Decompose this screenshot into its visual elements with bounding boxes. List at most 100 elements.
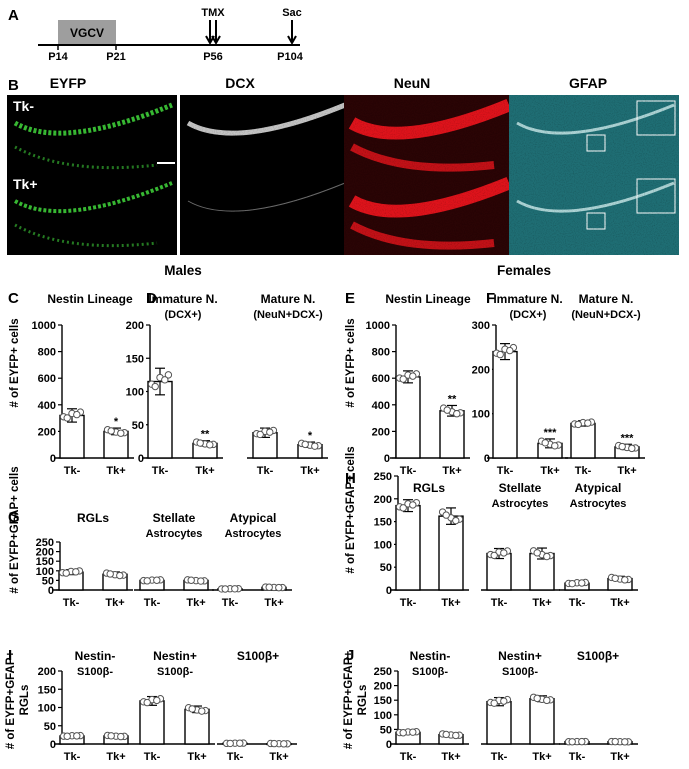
data-point xyxy=(611,574,619,583)
data-point xyxy=(151,382,159,391)
ylabel-g: # of EYFP+GFAP+ cells xyxy=(9,466,21,593)
group-i-3: S100β+ Tk- Tk+ xyxy=(217,649,297,763)
y-tick-label: 1000 xyxy=(366,320,390,332)
group-title: Astrocytes xyxy=(225,528,282,540)
significance-marker: *** xyxy=(621,432,635,444)
row-label-2: Tk+ xyxy=(13,176,38,192)
data-point xyxy=(226,739,234,748)
timeline-tick-p21: P21 xyxy=(106,51,126,63)
x-tick-label: Tk+ xyxy=(442,465,461,477)
data-point xyxy=(72,568,80,576)
data-point xyxy=(73,410,81,419)
y-tick-label: 0 xyxy=(138,453,144,465)
y-tick-label: 200 xyxy=(126,320,144,332)
y-tick-label: 100 xyxy=(374,539,392,551)
group-title: (NeuN+DCX-) xyxy=(253,309,323,321)
y-tick-label: 100 xyxy=(472,409,490,421)
group-title: Atypical xyxy=(575,481,622,495)
data-point xyxy=(311,442,319,450)
data-point xyxy=(500,697,508,705)
data-point xyxy=(236,739,244,747)
image-neun-row-2 xyxy=(344,173,514,255)
data-point xyxy=(621,738,629,746)
panel-label-f: F xyxy=(486,290,495,307)
bar xyxy=(492,350,518,459)
data-point xyxy=(164,371,173,379)
x-tick-label: Tk+ xyxy=(532,597,551,609)
timeline-tick-p104: P104 xyxy=(277,51,304,63)
data-point xyxy=(628,444,636,453)
x-tick-label: Tk+ xyxy=(617,465,636,477)
data-point xyxy=(63,414,71,422)
y-tick-label: 0 xyxy=(50,739,56,751)
data-point xyxy=(452,731,460,740)
image-eyfp-row-2: Tk+ xyxy=(7,173,177,255)
data-point xyxy=(442,511,450,519)
group-title: Stellate xyxy=(499,481,542,495)
channel-label-neun: NeuN xyxy=(394,75,431,91)
group-title: Nestin Lineage xyxy=(385,292,471,306)
ylabel-h: # of EYFP+GFAP+ cells xyxy=(345,446,357,573)
bar xyxy=(529,698,555,745)
panel-label-b: B xyxy=(8,77,19,94)
y-tick-label: 150 xyxy=(38,684,56,696)
data-point xyxy=(409,372,417,380)
y-tick-label: 0 xyxy=(48,585,54,597)
data-point xyxy=(188,705,196,713)
ylabel-e: # of EYFP+ cells xyxy=(345,318,357,407)
y-tick-label: 50 xyxy=(132,420,144,432)
data-point xyxy=(541,439,549,447)
panel-label-d: D xyxy=(146,290,157,307)
data-point xyxy=(143,577,151,585)
group-title: RGLs xyxy=(77,511,109,525)
data-point xyxy=(73,732,81,740)
group-title: Nestin- xyxy=(410,649,451,663)
y-tick-label: 200 xyxy=(38,666,56,678)
data-point xyxy=(116,571,124,580)
group-title: (DCX+) xyxy=(165,309,202,321)
y-tick-label: 0 xyxy=(484,453,490,465)
y-tick-label: 50 xyxy=(44,721,56,733)
panel-a-timeline: A VGCV P14 P21 P56 P104 TMX Sac xyxy=(8,7,304,63)
x-tick-label: Tk- xyxy=(63,597,80,609)
ylabel-i-line1: # of EYFP+GFAP+ xyxy=(5,651,17,750)
group-title: Nestin- xyxy=(75,649,116,663)
data-point xyxy=(568,579,576,588)
group-f-2: Mature N. (NeuN+DCX-) Tk- Tk+ *** xyxy=(565,292,645,477)
y-tick-label: 50 xyxy=(42,575,54,587)
data-point xyxy=(578,737,586,746)
data-point xyxy=(399,504,407,512)
data-point xyxy=(231,585,239,593)
y-tick-label: 150 xyxy=(374,517,392,529)
x-tick-label: Tk+ xyxy=(532,751,551,763)
group-h-1: RGLs Tk- Tk+ xyxy=(390,481,469,609)
group-g-1: RGLs Tk- Tk+ xyxy=(53,511,133,609)
x-tick-label: Tk+ xyxy=(610,751,629,763)
data-point xyxy=(453,410,461,418)
data-point xyxy=(551,442,559,450)
data-point xyxy=(221,585,229,593)
y-tick-label: 100 xyxy=(38,703,56,715)
y-tick-label: 250 xyxy=(36,537,54,549)
x-tick-label: Tk+ xyxy=(441,751,460,763)
y-tick-label: 150 xyxy=(126,353,144,365)
x-tick-label: Tk+ xyxy=(264,597,283,609)
row-label-1: Tk- xyxy=(13,98,34,114)
panel-b-images: B EYFP DCX NeuN GFAP Tk- Tk+ xyxy=(7,75,679,255)
channel-label-eyfp: EYFP xyxy=(50,75,87,91)
data-point xyxy=(533,694,541,703)
x-tick-label: Tk- xyxy=(64,465,81,477)
tmx-arrows xyxy=(205,20,221,46)
x-tick-label: Tk- xyxy=(144,597,161,609)
y-tick-label: 200 xyxy=(38,426,56,438)
x-tick-label: Tk- xyxy=(64,751,81,763)
image-neun-row-1 xyxy=(344,95,514,177)
bar xyxy=(486,700,512,745)
significance-marker: * xyxy=(114,416,119,428)
bar xyxy=(439,410,465,459)
significance-marker: * xyxy=(308,430,313,442)
group-title: (DCX+) xyxy=(510,309,547,321)
group-c-1: Nestin Lineage Tk- Tk+ * xyxy=(47,292,134,477)
x-tick-label: Tk- xyxy=(152,465,169,477)
